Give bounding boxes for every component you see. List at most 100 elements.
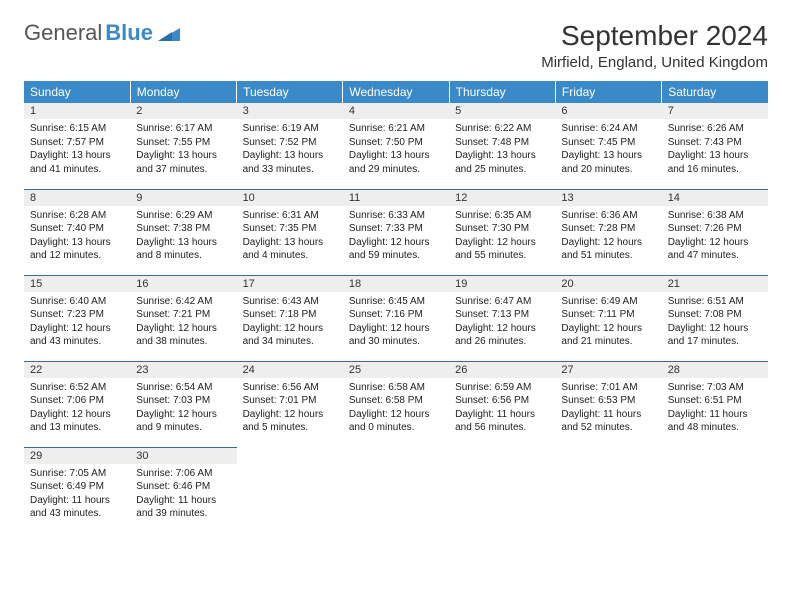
day-details: Sunrise: 6:51 AMSunset: 7:08 PMDaylight:… [662,292,768,353]
day-number: 25 [343,362,449,378]
day-number: 13 [555,190,661,206]
calendar-cell [662,447,768,533]
day-details: Sunrise: 6:40 AMSunset: 7:23 PMDaylight:… [24,292,130,353]
day-number: 28 [662,362,768,378]
day-number: 8 [24,190,130,206]
day-number: 10 [237,190,343,206]
calendar-cell: 18Sunrise: 6:45 AMSunset: 7:16 PMDayligh… [343,275,449,361]
calendar-cell: 3Sunrise: 6:19 AMSunset: 7:52 PMDaylight… [237,103,343,189]
day-number: 14 [662,190,768,206]
day-number: 7 [662,103,768,119]
day-number: 19 [449,276,555,292]
calendar-cell: 21Sunrise: 6:51 AMSunset: 7:08 PMDayligh… [662,275,768,361]
day-number: 6 [555,103,661,119]
day-details: Sunrise: 6:36 AMSunset: 7:28 PMDaylight:… [555,206,661,267]
weekday-header: Sunday [24,81,130,103]
day-details: Sunrise: 6:15 AMSunset: 7:57 PMDaylight:… [24,119,130,180]
calendar-cell: 9Sunrise: 6:29 AMSunset: 7:38 PMDaylight… [130,189,236,275]
day-number: 30 [130,448,236,464]
day-number: 27 [555,362,661,378]
day-number: 5 [449,103,555,119]
day-details: Sunrise: 6:29 AMSunset: 7:38 PMDaylight:… [130,206,236,267]
day-number: 26 [449,362,555,378]
day-details: Sunrise: 6:42 AMSunset: 7:21 PMDaylight:… [130,292,236,353]
day-details: Sunrise: 6:24 AMSunset: 7:45 PMDaylight:… [555,119,661,180]
calendar-cell: 10Sunrise: 6:31 AMSunset: 7:35 PMDayligh… [237,189,343,275]
day-details: Sunrise: 6:22 AMSunset: 7:48 PMDaylight:… [449,119,555,180]
weekday-header: Monday [130,81,236,103]
calendar-cell: 26Sunrise: 6:59 AMSunset: 6:56 PMDayligh… [449,361,555,447]
calendar-cell: 11Sunrise: 6:33 AMSunset: 7:33 PMDayligh… [343,189,449,275]
weekday-header: Wednesday [343,81,449,103]
day-details: Sunrise: 6:47 AMSunset: 7:13 PMDaylight:… [449,292,555,353]
brand-name-1: General [24,20,102,46]
day-number: 9 [130,190,236,206]
day-number: 21 [662,276,768,292]
calendar-cell: 24Sunrise: 6:56 AMSunset: 7:01 PMDayligh… [237,361,343,447]
calendar-cell: 14Sunrise: 6:38 AMSunset: 7:26 PMDayligh… [662,189,768,275]
calendar-cell: 15Sunrise: 6:40 AMSunset: 7:23 PMDayligh… [24,275,130,361]
calendar-cell: 27Sunrise: 7:01 AMSunset: 6:53 PMDayligh… [555,361,661,447]
day-number: 3 [237,103,343,119]
day-number: 15 [24,276,130,292]
calendar-cell: 12Sunrise: 6:35 AMSunset: 7:30 PMDayligh… [449,189,555,275]
calendar-cell: 29Sunrise: 7:05 AMSunset: 6:49 PMDayligh… [24,447,130,533]
calendar-cell [449,447,555,533]
weekday-header: Thursday [449,81,555,103]
day-details: Sunrise: 6:38 AMSunset: 7:26 PMDaylight:… [662,206,768,267]
calendar-cell: 8Sunrise: 6:28 AMSunset: 7:40 PMDaylight… [24,189,130,275]
calendar-table: SundayMondayTuesdayWednesdayThursdayFrid… [24,81,768,533]
calendar-cell: 20Sunrise: 6:49 AMSunset: 7:11 PMDayligh… [555,275,661,361]
calendar-cell: 5Sunrise: 6:22 AMSunset: 7:48 PMDaylight… [449,103,555,189]
day-number: 1 [24,103,130,119]
day-number: 18 [343,276,449,292]
day-details: Sunrise: 6:43 AMSunset: 7:18 PMDaylight:… [237,292,343,353]
calendar-cell: 13Sunrise: 6:36 AMSunset: 7:28 PMDayligh… [555,189,661,275]
month-title: September 2024 [541,20,768,52]
day-details: Sunrise: 7:05 AMSunset: 6:49 PMDaylight:… [24,464,130,525]
calendar-cell: 30Sunrise: 7:06 AMSunset: 6:46 PMDayligh… [130,447,236,533]
calendar-cell: 1Sunrise: 6:15 AMSunset: 7:57 PMDaylight… [24,103,130,189]
day-details: Sunrise: 6:28 AMSunset: 7:40 PMDaylight:… [24,206,130,267]
day-number: 11 [343,190,449,206]
calendar-cell: 7Sunrise: 6:26 AMSunset: 7:43 PMDaylight… [662,103,768,189]
day-number: 23 [130,362,236,378]
day-details: Sunrise: 6:19 AMSunset: 7:52 PMDaylight:… [237,119,343,180]
day-details: Sunrise: 6:58 AMSunset: 6:58 PMDaylight:… [343,378,449,439]
calendar-cell: 16Sunrise: 6:42 AMSunset: 7:21 PMDayligh… [130,275,236,361]
day-details: Sunrise: 7:06 AMSunset: 6:46 PMDaylight:… [130,464,236,525]
day-details: Sunrise: 6:35 AMSunset: 7:30 PMDaylight:… [449,206,555,267]
calendar-cell: 23Sunrise: 6:54 AMSunset: 7:03 PMDayligh… [130,361,236,447]
calendar-cell [555,447,661,533]
day-number: 24 [237,362,343,378]
calendar-cell: 28Sunrise: 7:03 AMSunset: 6:51 PMDayligh… [662,361,768,447]
day-number: 22 [24,362,130,378]
day-details: Sunrise: 6:52 AMSunset: 7:06 PMDaylight:… [24,378,130,439]
day-details: Sunrise: 6:31 AMSunset: 7:35 PMDaylight:… [237,206,343,267]
day-number: 2 [130,103,236,119]
day-details: Sunrise: 6:26 AMSunset: 7:43 PMDaylight:… [662,119,768,180]
calendar-cell: 17Sunrise: 6:43 AMSunset: 7:18 PMDayligh… [237,275,343,361]
calendar-cell [343,447,449,533]
day-details: Sunrise: 6:45 AMSunset: 7:16 PMDaylight:… [343,292,449,353]
calendar-cell: 6Sunrise: 6:24 AMSunset: 7:45 PMDaylight… [555,103,661,189]
calendar-cell: 22Sunrise: 6:52 AMSunset: 7:06 PMDayligh… [24,361,130,447]
day-details: Sunrise: 7:01 AMSunset: 6:53 PMDaylight:… [555,378,661,439]
calendar-cell: 4Sunrise: 6:21 AMSunset: 7:50 PMDaylight… [343,103,449,189]
location-text: Mirfield, England, United Kingdom [541,54,768,71]
weekday-header: Saturday [662,81,768,103]
day-details: Sunrise: 6:21 AMSunset: 7:50 PMDaylight:… [343,119,449,180]
day-details: Sunrise: 6:17 AMSunset: 7:55 PMDaylight:… [130,119,236,180]
weekday-header: Friday [555,81,661,103]
brand-name-2: Blue [105,20,153,46]
weekday-header: Tuesday [237,81,343,103]
day-details: Sunrise: 6:56 AMSunset: 7:01 PMDaylight:… [237,378,343,439]
day-details: Sunrise: 6:54 AMSunset: 7:03 PMDaylight:… [130,378,236,439]
brand-triangle-icon [158,25,180,41]
day-number: 17 [237,276,343,292]
calendar-cell: 2Sunrise: 6:17 AMSunset: 7:55 PMDaylight… [130,103,236,189]
day-details: Sunrise: 7:03 AMSunset: 6:51 PMDaylight:… [662,378,768,439]
day-number: 4 [343,103,449,119]
day-number: 29 [24,448,130,464]
calendar-cell: 19Sunrise: 6:47 AMSunset: 7:13 PMDayligh… [449,275,555,361]
